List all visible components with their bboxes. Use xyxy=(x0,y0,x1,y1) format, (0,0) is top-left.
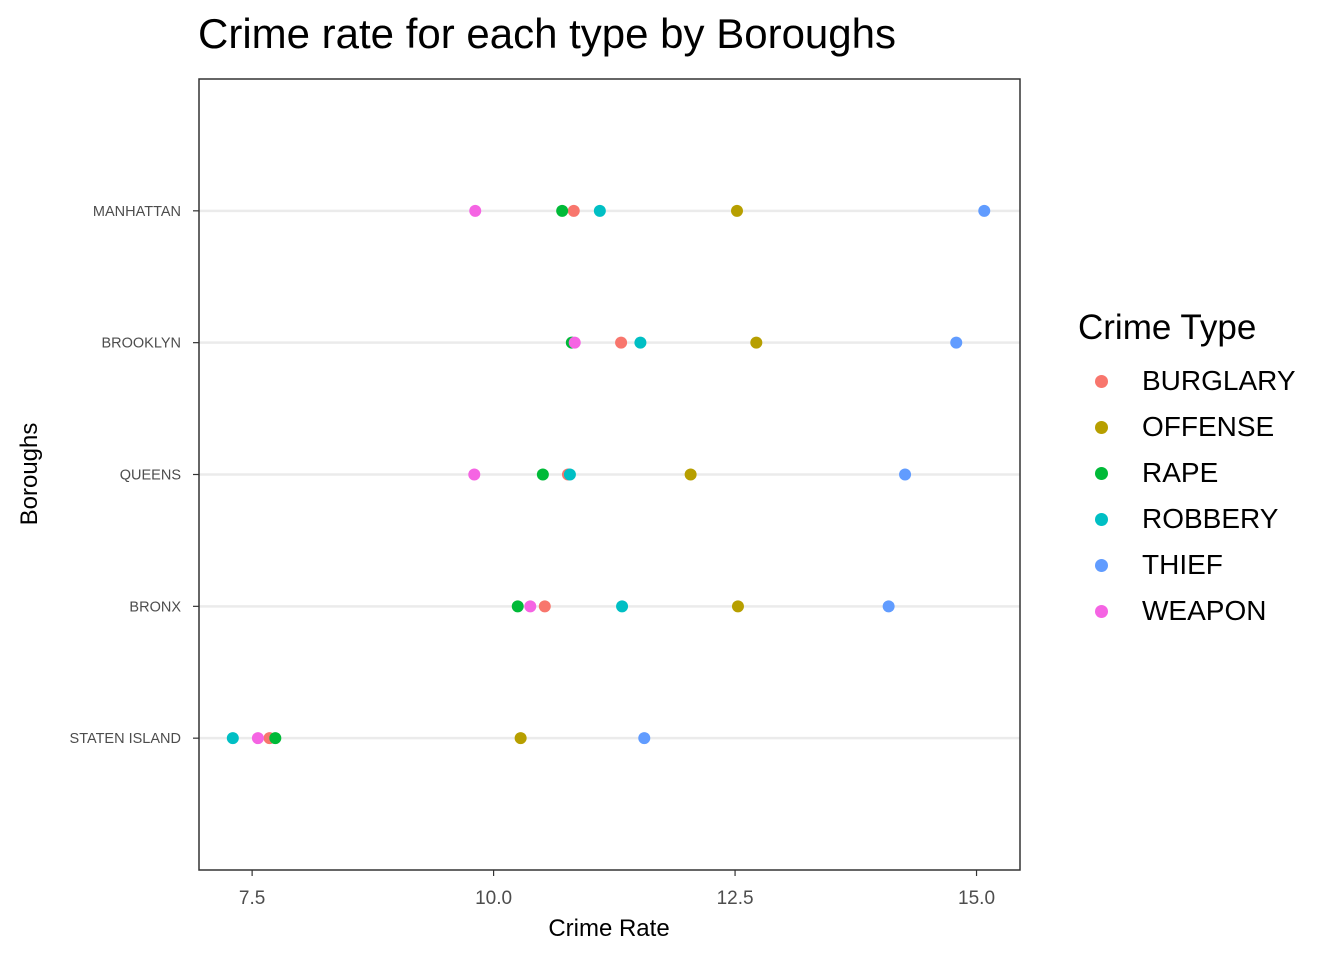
legend-swatch xyxy=(1095,374,1108,388)
data-point-burglary xyxy=(567,204,580,217)
legend-label: ROBBERY xyxy=(1142,503,1279,534)
x-axis: 7.5 10.0 12.5 15.0 xyxy=(239,870,995,909)
data-points xyxy=(226,204,991,745)
y-tick-label: BRONX xyxy=(129,599,181,615)
x-axis-label: Crime Rate xyxy=(548,915,669,942)
x-tick-label: 15.0 xyxy=(958,888,995,909)
data-point-robbery xyxy=(634,336,647,349)
chart-title: Crime rate for each type by Boroughs xyxy=(198,10,897,57)
data-point-rape xyxy=(536,468,549,481)
data-point-weapon xyxy=(568,336,581,349)
data-point-rape xyxy=(269,732,282,745)
data-point-offense xyxy=(730,204,743,217)
data-point-offense xyxy=(514,732,527,745)
data-point-thief xyxy=(950,336,963,349)
y-tick-label: STATEN ISLAND xyxy=(70,731,181,747)
x-tick-label: 7.5 xyxy=(239,888,265,909)
legend: Crime Type BURGLARY OFFENSE RAPE ROBBERY THI… xyxy=(1078,308,1296,634)
data-point-thief xyxy=(882,600,895,613)
legend-item-rape: RAPE xyxy=(1078,450,1296,496)
legend-swatch xyxy=(1095,558,1108,572)
data-point-robbery xyxy=(563,468,576,481)
legend-item-burglary: BURGLARY xyxy=(1078,358,1296,404)
legend-item-weapon: WEAPON xyxy=(1078,588,1296,634)
data-point-weapon xyxy=(251,732,264,745)
legend-label: RAPE xyxy=(1142,457,1219,488)
data-point-rape xyxy=(556,204,569,217)
legend-title: Crime Type xyxy=(1078,308,1257,347)
y-tick-label: BROOKLYN xyxy=(101,336,181,352)
legend-swatch xyxy=(1095,420,1108,434)
data-point-robbery xyxy=(226,732,239,745)
data-point-weapon xyxy=(469,204,482,217)
x-tick-label: 12.5 xyxy=(717,888,754,909)
data-point-offense xyxy=(750,336,763,349)
x-tick-label: 10.0 xyxy=(475,888,512,909)
y-tick-label: MANHATTAN xyxy=(93,204,181,220)
gridlines xyxy=(199,209,1020,740)
data-point-rape xyxy=(511,600,524,613)
data-point-thief xyxy=(638,732,651,745)
data-point-weapon xyxy=(468,468,481,481)
legend-item-offense: OFFENSE xyxy=(1078,404,1296,450)
data-point-burglary xyxy=(538,600,551,613)
data-point-weapon xyxy=(524,600,537,613)
legend-items: BURGLARY OFFENSE RAPE ROBBERY THIEF WEAPON xyxy=(1078,358,1296,634)
legend-item-thief: THIEF xyxy=(1078,542,1296,588)
data-point-offense xyxy=(731,600,744,613)
data-point-thief xyxy=(978,204,991,217)
legend-label: THIEF xyxy=(1142,549,1223,580)
legend-swatch xyxy=(1095,512,1108,526)
legend-swatch xyxy=(1095,466,1108,480)
legend-swatch xyxy=(1095,604,1108,618)
legend-label: BURGLARY xyxy=(1142,365,1296,396)
legend-label: OFFENSE xyxy=(1142,411,1275,442)
y-axis-label: Boroughs xyxy=(16,423,43,526)
y-tick-label: QUEENS xyxy=(120,468,181,484)
data-point-burglary xyxy=(615,336,628,349)
data-point-robbery xyxy=(616,600,629,613)
legend-item-robbery: ROBBERY xyxy=(1078,496,1296,542)
y-axis: MANHATTAN BROOKLYN QUEENS BRONX STATEN ISLAN… xyxy=(70,204,199,747)
data-point-thief xyxy=(899,468,912,481)
data-point-offense xyxy=(684,468,697,481)
legend-label: WEAPON xyxy=(1142,595,1267,626)
data-point-robbery xyxy=(593,204,606,217)
